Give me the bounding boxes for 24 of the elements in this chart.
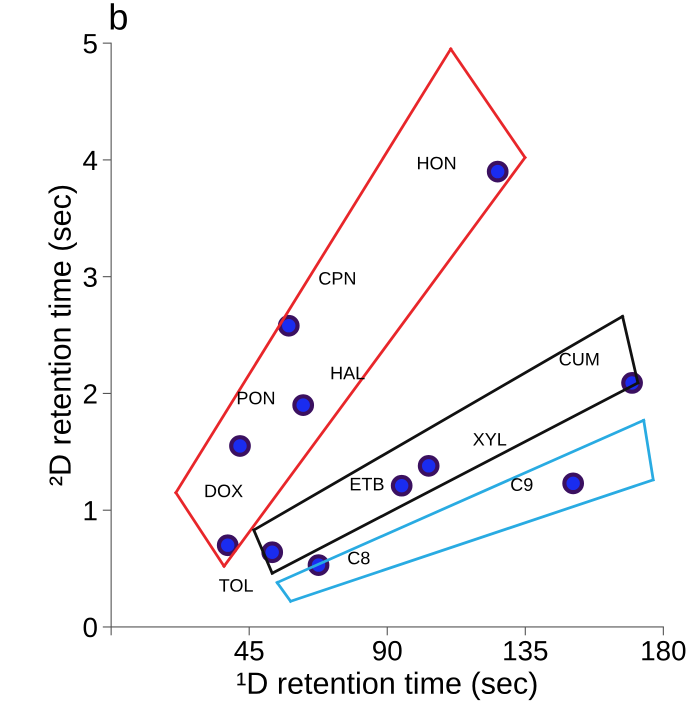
y-tick-label: 2 — [84, 384, 97, 404]
annotation: ETB — [350, 478, 384, 490]
y-axis-title: ²D retention time (sec) — [48, 186, 77, 486]
annotation: HAL — [332, 366, 365, 380]
x-tick-label: 45 — [234, 641, 264, 661]
annotation: CUM — [560, 352, 598, 366]
annotation: XYL — [473, 433, 506, 446]
x-tick-label: 135 — [504, 640, 548, 661]
y-tick-label: 5 — [84, 34, 97, 54]
annotation: C9 — [511, 478, 532, 491]
x-tick-label: 90 — [373, 640, 402, 661]
y-tick-label: 3 — [84, 267, 97, 288]
annotation: C8 — [348, 552, 370, 564]
y-tick-label: 1 — [84, 501, 97, 520]
annotation: DOX — [205, 484, 243, 498]
annotation: PON — [238, 392, 274, 404]
annotation: HON — [418, 156, 456, 170]
text: b — [110, 3, 127, 30]
y-tick-label: 0 — [84, 618, 97, 638]
x-tick-label: 180 — [642, 640, 686, 661]
annotation: TOL — [219, 579, 253, 592]
y-tick-label: 4 — [83, 150, 98, 170]
x-axis-title: ¹D retention time (sec) — [237, 672, 536, 700]
annotation: CPN — [319, 272, 355, 285]
